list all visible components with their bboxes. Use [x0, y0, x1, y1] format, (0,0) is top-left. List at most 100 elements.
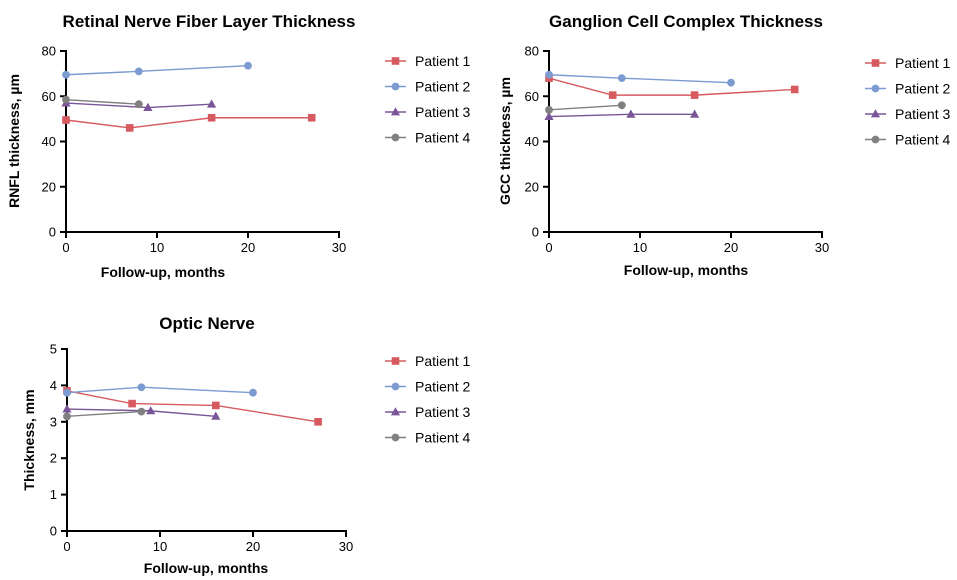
legend-label: Patient 3 — [415, 404, 470, 420]
legend-item: Patient 3 — [385, 104, 470, 120]
legend-item: Patient 4 — [385, 130, 470, 146]
legend-marker — [392, 57, 400, 65]
legend-label: Patient 4 — [895, 132, 950, 148]
data-point — [727, 79, 735, 87]
legend-label: Patient 2 — [895, 81, 950, 97]
y-tick-label: 40 — [525, 134, 539, 149]
x-tick-label: 0 — [545, 240, 552, 255]
legend-label: Patient 1 — [415, 53, 470, 69]
x-tick-label: 20 — [241, 240, 255, 255]
legend-label: Patient 4 — [415, 430, 470, 446]
legend-item: Patient 4 — [865, 132, 950, 148]
chart-title: Optic Nerve — [159, 314, 254, 333]
data-point — [62, 96, 70, 104]
series-line — [66, 118, 312, 128]
y-tick-label: 0 — [50, 524, 57, 539]
x-tick-label: 10 — [153, 539, 167, 554]
data-point — [128, 400, 136, 408]
legend-marker — [392, 83, 400, 91]
data-point — [618, 101, 626, 109]
series-patient-1 — [545, 74, 798, 99]
x-tick-label: 20 — [724, 240, 738, 255]
data-point — [308, 114, 316, 122]
y-tick-label: 60 — [42, 89, 56, 104]
y-axis-label: Thickness, mm — [21, 389, 37, 490]
x-axis-label: Follow-up, months — [101, 264, 226, 280]
legend-marker — [392, 134, 400, 142]
x-tick-label: 0 — [63, 539, 70, 554]
x-tick-label: 30 — [339, 539, 353, 554]
data-point — [618, 74, 626, 82]
x-tick-label: 20 — [246, 539, 260, 554]
chart-title: Ganglion Cell Complex Thickness — [549, 12, 823, 31]
data-point — [62, 116, 70, 124]
legend-marker — [392, 434, 400, 442]
data-point — [545, 71, 553, 79]
y-tick-label: 1 — [50, 487, 57, 502]
data-point — [244, 62, 252, 70]
y-tick-label: 0 — [532, 225, 539, 240]
data-point — [135, 67, 143, 75]
data-point — [208, 114, 216, 122]
legend-item: Patient 1 — [865, 55, 950, 71]
x-axis-label: Follow-up, months — [624, 262, 749, 278]
data-point — [126, 124, 134, 132]
series-patient-1 — [63, 387, 322, 426]
y-tick-label: 5 — [50, 342, 57, 357]
legend-label: Patient 4 — [415, 130, 470, 146]
gcc-chart-panel: Ganglion Cell Complex Thickness Follow-u… — [497, 12, 950, 278]
legend-item: Patient 1 — [385, 53, 470, 69]
legend-label: Patient 3 — [895, 106, 950, 122]
legend-marker — [872, 85, 880, 93]
data-point — [62, 71, 70, 79]
legend-item: Patient 4 — [385, 430, 470, 446]
data-point — [314, 418, 322, 426]
y-axis-label: RNFL thickness, µm — [6, 74, 22, 208]
series-line — [549, 105, 622, 110]
chart-canvas: Retinal Nerve Fiber Layer Thickness Foll… — [0, 0, 957, 580]
legend-label: Patient 3 — [415, 104, 470, 120]
x-tick-label: 30 — [332, 240, 346, 255]
data-point — [609, 91, 617, 99]
series-line — [67, 412, 141, 417]
y-tick-label: 40 — [42, 134, 56, 149]
x-tick-label: 10 — [633, 240, 647, 255]
y-tick-label: 3 — [50, 414, 57, 429]
series-patient-3 — [544, 110, 699, 120]
data-point — [545, 106, 553, 114]
series-line — [66, 66, 248, 75]
series-line — [549, 114, 695, 116]
legend-label: Patient 2 — [415, 79, 470, 95]
data-point — [212, 402, 220, 410]
series-line — [67, 387, 253, 392]
x-tick-label: 30 — [815, 240, 829, 255]
legend-item: Patient 2 — [865, 81, 950, 97]
x-axis-label: Follow-up, months — [144, 560, 269, 576]
data-point — [63, 389, 71, 397]
legend-item: Patient 3 — [865, 106, 950, 122]
rnfl-chart-panel: Retinal Nerve Fiber Layer Thickness Foll… — [6, 12, 470, 280]
series-patient-1 — [62, 114, 315, 132]
y-tick-label: 80 — [42, 44, 56, 59]
series-line — [549, 75, 731, 83]
data-point — [691, 91, 699, 99]
legend-label: Patient 1 — [415, 353, 470, 369]
y-tick-label: 2 — [50, 451, 57, 466]
series-patient-2 — [63, 383, 257, 396]
legend-item: Patient 2 — [385, 79, 470, 95]
y-axis-label: GCC thickness, µm — [497, 77, 513, 205]
legend-label: Patient 1 — [895, 55, 950, 71]
series-line — [67, 391, 318, 422]
data-point — [63, 412, 71, 420]
data-point — [138, 383, 146, 391]
series-patient-2 — [62, 62, 252, 79]
y-tick-label: 20 — [525, 179, 539, 194]
legend-marker — [872, 59, 880, 67]
legend-item: Patient 3 — [385, 404, 470, 420]
legend-marker — [872, 136, 880, 144]
chart-title: Retinal Nerve Fiber Layer Thickness — [63, 12, 356, 31]
data-point — [135, 100, 143, 108]
legend-marker — [392, 383, 400, 391]
y-tick-label: 60 — [525, 89, 539, 104]
y-tick-label: 20 — [42, 179, 56, 194]
